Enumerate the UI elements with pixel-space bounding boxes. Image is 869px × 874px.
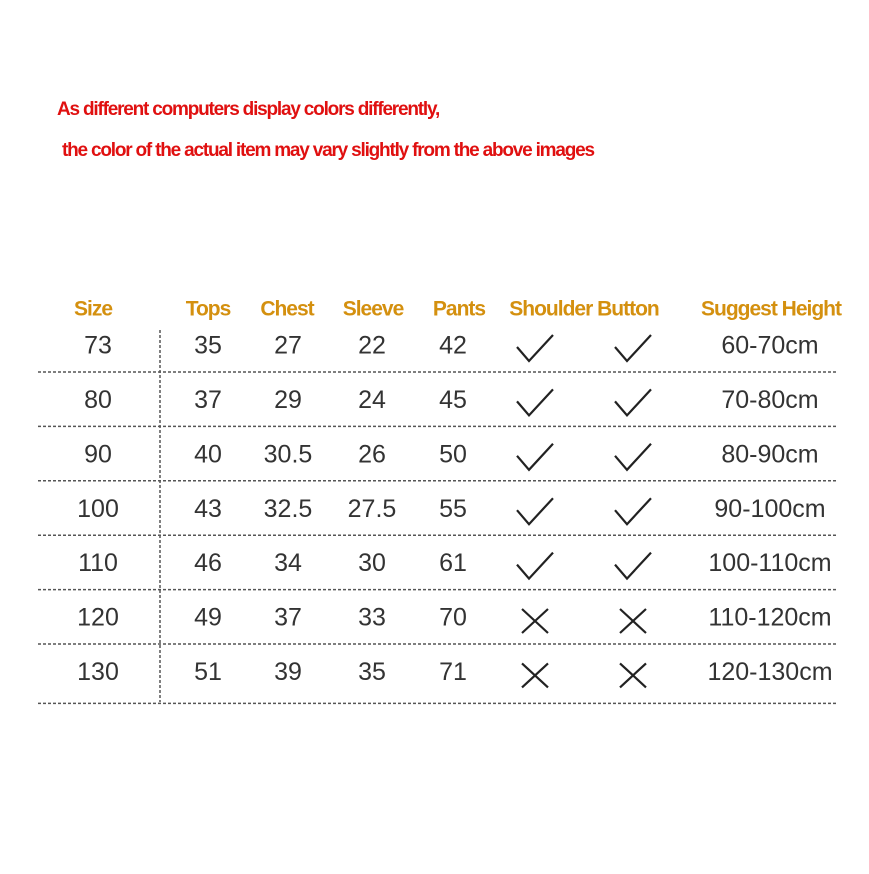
table-cell: 90 (84, 440, 112, 468)
table-cell: 29 (274, 386, 302, 414)
table-cell: 43 (194, 495, 222, 523)
cross-mark (619, 662, 647, 689)
table-cell: 24 (358, 386, 386, 414)
table-cell: 35 (194, 332, 222, 360)
check-mark (614, 334, 652, 363)
table-cell: 32.5 (264, 495, 313, 523)
table-cell: 33 (358, 604, 386, 632)
table-cell: 90-100cm (714, 495, 825, 523)
table-cell: 34 (274, 549, 302, 577)
notice-line: the color of the actual item may vary sl… (62, 140, 594, 161)
table-cell: 27 (274, 332, 302, 360)
table-cell: 27.5 (348, 495, 397, 523)
check-mark (516, 388, 554, 418)
table-cell: 51 (194, 658, 222, 686)
table-cell: 73 (84, 332, 112, 360)
column-header: Pants (433, 298, 486, 321)
table-cell: 120 (77, 604, 119, 632)
check-mark (614, 443, 652, 472)
table-cell: 110-120cm (708, 604, 831, 632)
column-header: Chest (260, 298, 314, 321)
cross-mark (521, 662, 549, 689)
table-cell: 60-70cm (721, 332, 818, 360)
table-cell: 120-130cm (707, 658, 832, 686)
table-cell: 110 (78, 549, 118, 577)
check-mark (614, 388, 652, 418)
table-cell: 61 (439, 549, 467, 577)
notice-line: As different computers display colors di… (57, 99, 440, 120)
check-mark (516, 497, 554, 526)
table-cell: 40 (194, 440, 222, 468)
table-cell: 70 (439, 604, 467, 632)
check-mark (614, 497, 652, 526)
table-cell: 46 (194, 549, 222, 577)
table-cell: 70-80cm (721, 386, 818, 414)
column-header: Tops (186, 298, 231, 321)
table-cell: 45 (439, 386, 467, 414)
cross-mark (619, 608, 647, 634)
table-cell: 39 (274, 658, 302, 686)
check-mark (614, 551, 652, 581)
table-cell: 100-110cm (708, 549, 831, 577)
cross-mark (521, 608, 549, 634)
table-cell: 100 (77, 495, 119, 523)
table-cell: 55 (439, 495, 467, 523)
table-cell: 30.5 (264, 440, 313, 468)
table-cell: 42 (439, 332, 467, 360)
table-cell: 35 (358, 658, 386, 686)
check-mark (516, 551, 554, 581)
table-cell: 37 (274, 604, 302, 632)
table-cell: 80 (84, 386, 112, 414)
table-cell: 26 (358, 440, 386, 468)
column-header: Shoulder Button (509, 298, 659, 321)
table-cell: 71 (439, 658, 467, 686)
table-cell: 30 (358, 549, 386, 577)
table-cell: 80-90cm (721, 440, 818, 468)
table-cell: 50 (439, 440, 467, 468)
table-cell: 130 (77, 658, 119, 686)
check-mark (516, 334, 554, 363)
column-header: Sleeve (343, 298, 404, 321)
table-cell: 49 (194, 604, 222, 632)
check-mark (516, 443, 554, 472)
table-cell: 22 (358, 332, 386, 360)
column-header: Suggest Height (701, 298, 842, 321)
column-header: Size (74, 298, 112, 321)
table-cell: 37 (194, 386, 222, 414)
